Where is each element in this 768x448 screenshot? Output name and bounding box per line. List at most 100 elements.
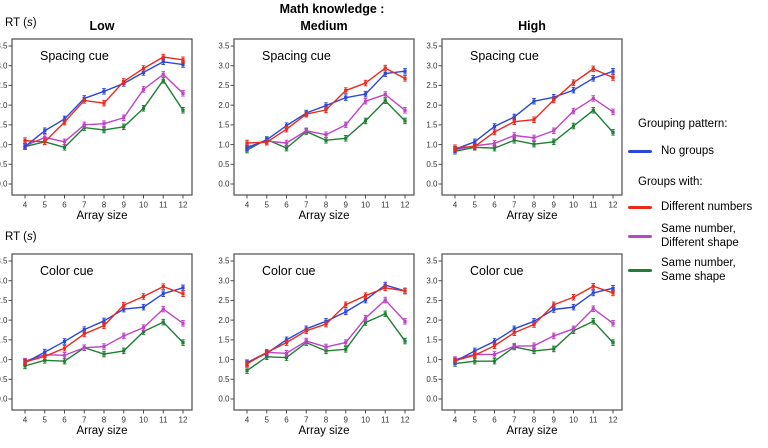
- svg-text:2.5: 2.5: [0, 296, 8, 305]
- legend-item-same-number-same-shape: Same number, Same shape: [628, 257, 768, 284]
- svg-text:10: 10: [569, 416, 578, 425]
- svg-text:2.0: 2.0: [0, 316, 8, 325]
- svg-text:11: 11: [589, 201, 598, 210]
- legend-grouping-title: Grouping pattern:: [638, 118, 728, 130]
- legend-item-label: No groups: [661, 145, 715, 157]
- y-axis-title-top: RT (s): [5, 17, 37, 29]
- legend-item-same-number-different-shape: Same number, Different shape: [628, 223, 768, 250]
- svg-text:0.5: 0.5: [218, 375, 230, 384]
- svg-text:1.0: 1.0: [426, 355, 438, 364]
- svg-text:9: 9: [552, 201, 557, 210]
- svg-text:3.5: 3.5: [426, 257, 438, 266]
- svg-text:0.5: 0.5: [426, 375, 438, 384]
- svg-text:10: 10: [139, 201, 148, 210]
- figure-super-title: Math knowledge :: [279, 2, 385, 16]
- svg-text:11: 11: [589, 416, 598, 425]
- svg-text:5: 5: [265, 416, 270, 425]
- svg-text:12: 12: [609, 416, 618, 425]
- x-axis-title: Array size: [506, 425, 558, 437]
- svg-text:3.0: 3.0: [0, 61, 8, 70]
- svg-text:0.0: 0.0: [218, 395, 230, 404]
- plot-panel-color-medium: 0.0 0.5 1.0 1.5 2.0 2.5 3.0 3.5 4 5 6 7 8 9 10 11 12 Col…: [218, 250, 418, 438]
- x-axis-title: Array size: [298, 210, 350, 222]
- svg-text:11: 11: [159, 416, 168, 425]
- svg-text:1.5: 1.5: [0, 336, 8, 345]
- svg-text:3.0: 3.0: [218, 61, 230, 70]
- svg-text:11: 11: [381, 416, 390, 425]
- cue-label: Color cue: [40, 264, 94, 278]
- svg-text:6: 6: [62, 416, 67, 425]
- svg-text:2.0: 2.0: [218, 316, 230, 325]
- svg-text:1.0: 1.0: [0, 355, 8, 364]
- no-groups-line-swatch: [628, 150, 652, 154]
- legend-item-no-groups: No groups: [628, 145, 768, 159]
- svg-text:10: 10: [361, 201, 370, 210]
- svg-text:9: 9: [122, 416, 127, 425]
- svg-text:12: 12: [401, 416, 410, 425]
- plot-panel-spacing-high: 0.0 0.5 1.0 1.5 2.0 2.5 3.0 3.5 4 5 6 7 8 9 10 11 12 Spa…: [426, 35, 626, 223]
- svg-text:3.0: 3.0: [0, 276, 8, 285]
- svg-text:0.0: 0.0: [426, 180, 438, 189]
- svg-text:10: 10: [361, 416, 370, 425]
- legend-item-different-numbers: Different numbers: [628, 201, 768, 215]
- svg-text:2.0: 2.0: [426, 316, 438, 325]
- plot-panel-color-low: 0.0 0.5 1.0 1.5 2.0 2.5 3.0 3.5 4 5 6 7 8 9 10 11 12 Col…: [0, 250, 196, 438]
- svg-text:0.5: 0.5: [0, 160, 8, 169]
- same-number-same-shape-line-swatch: [628, 269, 652, 272]
- svg-text:1.5: 1.5: [218, 121, 230, 130]
- svg-text:5: 5: [43, 416, 48, 425]
- svg-text:7: 7: [304, 416, 309, 425]
- svg-text:4: 4: [245, 201, 250, 210]
- svg-text:5: 5: [473, 201, 478, 210]
- svg-text:7: 7: [512, 201, 517, 210]
- svg-text:7: 7: [512, 416, 517, 425]
- svg-text:5: 5: [265, 201, 270, 210]
- cue-label: Spacing cue: [40, 49, 109, 63]
- legend-item-label: Different numbers: [661, 200, 753, 213]
- svg-text:2.5: 2.5: [218, 81, 230, 90]
- svg-text:2.5: 2.5: [218, 296, 230, 305]
- svg-text:0.0: 0.0: [0, 180, 8, 189]
- svg-text:0.0: 0.0: [0, 395, 8, 404]
- svg-text:12: 12: [179, 416, 188, 425]
- plot-panel-spacing-medium: 0.0 0.5 1.0 1.5 2.0 2.5 3.0 3.5 4 5 6 7 8 9 10 11 12 Spa…: [218, 35, 418, 223]
- column-title-medium: Medium: [300, 19, 348, 33]
- svg-text:2.0: 2.0: [0, 101, 8, 110]
- svg-text:1.0: 1.0: [218, 355, 230, 364]
- svg-text:6: 6: [492, 201, 497, 210]
- svg-text:0.0: 0.0: [426, 395, 438, 404]
- svg-text:4: 4: [23, 416, 28, 425]
- x-axis-title: Array size: [76, 425, 128, 437]
- svg-text:1.5: 1.5: [218, 336, 230, 345]
- svg-text:12: 12: [609, 201, 618, 210]
- svg-text:4: 4: [453, 201, 458, 210]
- svg-text:2.0: 2.0: [426, 101, 438, 110]
- column-title-high: High: [518, 19, 546, 33]
- svg-text:11: 11: [159, 201, 168, 210]
- svg-text:7: 7: [304, 201, 309, 210]
- cue-label: Spacing cue: [262, 49, 331, 63]
- svg-text:1.0: 1.0: [426, 140, 438, 149]
- cue-label: Spacing cue: [470, 49, 539, 63]
- svg-text:10: 10: [569, 201, 578, 210]
- svg-text:3.5: 3.5: [218, 257, 230, 266]
- same-number-different-shape-line-swatch: [628, 235, 652, 238]
- svg-text:2.5: 2.5: [426, 81, 438, 90]
- svg-text:10: 10: [139, 416, 148, 425]
- svg-text:3.5: 3.5: [0, 42, 8, 51]
- svg-text:0.0: 0.0: [218, 180, 230, 189]
- svg-text:3.5: 3.5: [218, 42, 230, 51]
- svg-text:4: 4: [23, 201, 28, 210]
- column-title-low: Low: [89, 19, 115, 33]
- svg-text:9: 9: [344, 416, 349, 425]
- svg-text:3.5: 3.5: [0, 257, 8, 266]
- svg-text:1.5: 1.5: [426, 336, 438, 345]
- x-axis-title: Array size: [76, 210, 128, 222]
- svg-text:1.0: 1.0: [218, 140, 230, 149]
- svg-text:0.5: 0.5: [0, 375, 8, 384]
- svg-text:7: 7: [82, 416, 87, 425]
- svg-text:1.0: 1.0: [0, 140, 8, 149]
- svg-text:2.0: 2.0: [218, 101, 230, 110]
- svg-text:4: 4: [245, 416, 250, 425]
- svg-text:1.5: 1.5: [0, 121, 8, 130]
